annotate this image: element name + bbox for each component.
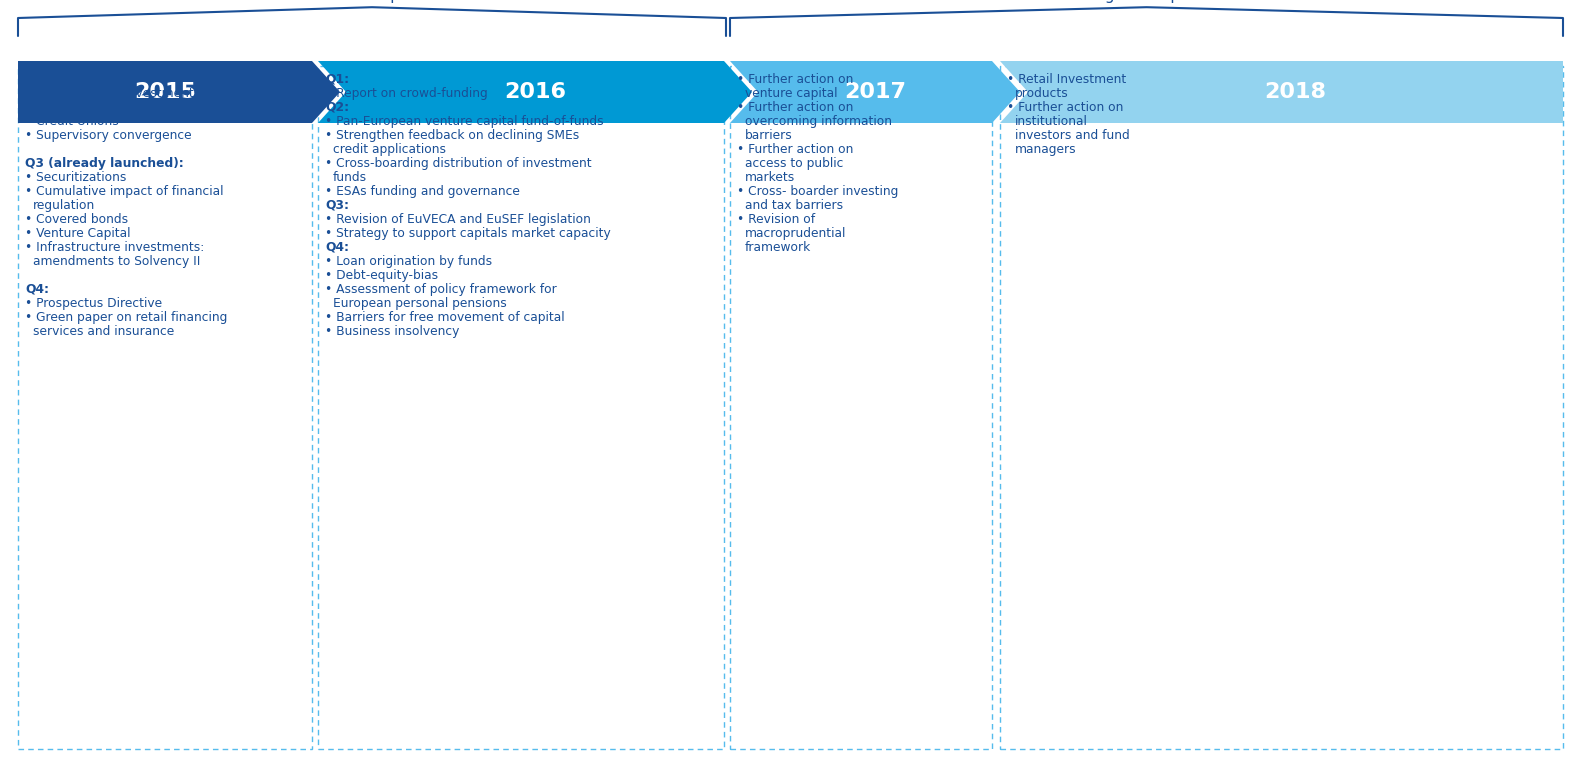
Polygon shape [730,61,1020,123]
Text: 2018: 2018 [1265,82,1326,102]
Text: credit applications: credit applications [332,143,446,156]
Text: Q1:: Q1: [326,73,349,86]
Text: • Business insolvency: • Business insolvency [326,325,460,338]
Text: macroprudential: macroprudential [745,227,846,240]
Text: • Covered bonds: • Covered bonds [25,213,128,226]
Polygon shape [17,61,340,123]
Text: High level plan: High level plan [1089,0,1203,3]
Text: • Pan-European venture capital fund-of-funds: • Pan-European venture capital fund-of-f… [326,115,604,128]
Text: overcoming information: overcoming information [745,115,892,128]
Text: 2016: 2016 [504,82,566,102]
Text: Q3:: Q3: [326,199,349,212]
FancyBboxPatch shape [730,66,991,749]
Text: • Barriers for free movement of capital: • Barriers for free movement of capital [326,311,564,324]
Text: regulation: regulation [33,199,95,212]
Text: Q4:: Q4: [326,241,349,254]
Text: • Loan origination by funds: • Loan origination by funds [326,255,492,268]
Text: • Revision of EuVECA and EuSEF legislation: • Revision of EuVECA and EuSEF legislati… [326,213,591,226]
Text: • Supervisory convergence: • Supervisory convergence [25,129,191,142]
Text: Q3 (already launched):: Q3 (already launched): [25,157,183,170]
Text: Q4:: Q4: [25,283,49,296]
Text: amendments to Solvency II: amendments to Solvency II [33,255,199,268]
Text: • Cumulative impact of financial: • Cumulative impact of financial [25,185,223,198]
FancyBboxPatch shape [1001,66,1564,749]
Text: • Green paper on retail financing: • Green paper on retail financing [25,311,228,324]
Text: Q2:: Q2: [326,101,349,114]
Text: venture capital: venture capital [745,87,836,100]
Text: Ongoing:: Ongoing: [25,73,89,86]
Text: • Further action on: • Further action on [737,143,854,156]
Text: funds: funds [332,171,367,184]
Text: • Further action on: • Further action on [1007,101,1124,114]
Text: framework: framework [745,241,811,254]
FancyBboxPatch shape [17,66,311,749]
Text: • Credit Unions: • Credit Unions [25,115,119,128]
Text: services and insurance: services and insurance [33,325,174,338]
Text: European personal pensions: European personal pensions [332,297,506,310]
Text: • Venture Capital: • Venture Capital [25,227,131,240]
Text: managers: managers [1015,143,1077,156]
Text: Detailed plan: Detailed plan [321,0,424,3]
Text: investors and fund: investors and fund [1015,129,1129,142]
Text: • Further action on: • Further action on [737,101,854,114]
Text: access to public: access to public [745,157,843,170]
Text: • Cross- boarder investing: • Cross- boarder investing [737,185,898,198]
Text: institutional: institutional [1015,115,1088,128]
Text: • Cross-boarding distribution of investment: • Cross-boarding distribution of investm… [326,157,591,170]
Text: barriers: barriers [745,129,792,142]
Text: • Debt-equity-bias: • Debt-equity-bias [326,269,438,282]
Text: • Revision of: • Revision of [737,213,816,226]
Polygon shape [318,61,753,123]
Text: • Strategy to support capitals market capacity: • Strategy to support capitals market ca… [326,227,610,240]
Polygon shape [1001,61,1564,123]
Text: review: review [33,101,73,114]
Text: • ESAs funding and governance: • ESAs funding and governance [326,185,520,198]
Text: • Infrastructure investments:: • Infrastructure investments: [25,241,204,254]
Text: • Assessment of policy framework for: • Assessment of policy framework for [326,283,557,296]
Text: markets: markets [745,171,795,184]
Text: • Strengthen feedback on declining SMEs: • Strengthen feedback on declining SMEs [326,129,579,142]
Text: 2015: 2015 [134,82,196,102]
FancyBboxPatch shape [318,66,724,749]
Text: • Prospectus Directive: • Prospectus Directive [25,297,163,310]
Text: • Retail Investment: • Retail Investment [1007,73,1126,86]
Text: • Infrastructure investments: CRR: • Infrastructure investments: CRR [25,87,234,100]
Text: 2017: 2017 [844,82,906,102]
Text: products: products [1015,87,1069,100]
Text: • Further action on: • Further action on [737,73,854,86]
Text: • Report on crowd-funding: • Report on crowd-funding [326,87,489,100]
Text: • Securitizations: • Securitizations [25,171,126,184]
Text: and tax barriers: and tax barriers [745,199,843,212]
